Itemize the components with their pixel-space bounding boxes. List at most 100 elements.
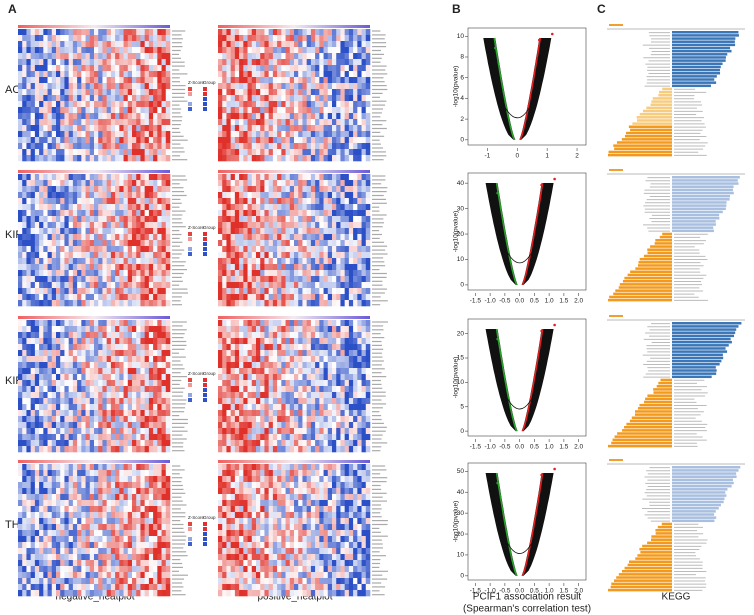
heat-cell [289, 276, 295, 283]
heat-cell [123, 294, 129, 301]
heat-cell [298, 143, 303, 150]
heat-cell [144, 216, 150, 223]
heat-cell [127, 41, 133, 48]
heat-cell [294, 344, 299, 351]
heat-cell [144, 392, 150, 399]
heat-cell [26, 264, 31, 271]
heat-cell [294, 174, 299, 181]
heat-cell [144, 258, 150, 265]
heat-cell [256, 320, 261, 327]
heat-cell [56, 270, 61, 277]
heat-cell [251, 416, 257, 423]
heat-cell [51, 125, 57, 132]
heat-cell [110, 65, 116, 72]
heat-cell [165, 198, 171, 205]
heat-cell [222, 320, 227, 327]
heat-cell [119, 428, 124, 435]
heat-cell [47, 440, 53, 447]
heat-cell [323, 47, 329, 54]
heat-cell [102, 174, 107, 181]
heat-cell [218, 113, 223, 120]
heat-cell [365, 180, 371, 187]
heat-cell [68, 356, 74, 363]
heat-cell [89, 428, 95, 435]
heat-cell [30, 216, 36, 223]
heat-cell [234, 83, 240, 90]
heat-cell [289, 446, 295, 453]
heat-cell [281, 258, 286, 265]
heat-cell [43, 350, 48, 357]
heat-cell [39, 71, 44, 78]
heat-cell [144, 428, 150, 435]
heat-cell [30, 155, 36, 162]
heat-cell [64, 368, 69, 375]
heat-cell [230, 368, 236, 375]
heat-cell [243, 89, 248, 96]
heat-cell [165, 83, 171, 90]
heat-cell [336, 71, 341, 78]
heat-cell [102, 320, 107, 327]
heat-cell [344, 29, 350, 36]
heat-cell [98, 113, 103, 120]
highlight-point [496, 191, 499, 195]
heat-cell [132, 198, 137, 205]
heat-cell [72, 326, 78, 333]
heat-cell [361, 125, 367, 132]
heat-cell [30, 137, 36, 144]
heat-cell [123, 300, 129, 307]
heat-cell [102, 246, 107, 253]
heat-cell [302, 338, 307, 345]
heat-cell [144, 192, 150, 199]
heat-cell [81, 180, 86, 187]
heat-cell [144, 137, 150, 144]
heat-cell [315, 101, 320, 108]
heat-cell [34, 320, 40, 327]
heat-cell [230, 446, 236, 453]
heat-cell [327, 131, 333, 138]
heat-cell [336, 137, 341, 144]
heat-cell [289, 29, 295, 36]
heat-cell [123, 338, 129, 345]
heat-cell [234, 192, 240, 199]
heat-cell [161, 332, 167, 339]
heat-cell [115, 47, 120, 54]
heat-cell [22, 410, 27, 417]
heat-cell [323, 131, 329, 138]
heat-cell [43, 95, 48, 102]
heat-cell [85, 65, 91, 72]
heat-cell [327, 300, 333, 307]
heat-cell [306, 422, 312, 429]
heat-cell [81, 204, 86, 211]
heat-cell [119, 282, 124, 289]
heat-cell [148, 386, 154, 393]
heat-cell [165, 180, 171, 187]
heat-cell [357, 65, 362, 72]
heat-cell [222, 404, 227, 411]
heat-cell [161, 320, 167, 327]
heat-cell [239, 240, 244, 247]
highlight-point [550, 32, 554, 36]
heat-cell [153, 155, 158, 162]
heat-cell [60, 398, 65, 405]
heat-cell [106, 446, 112, 453]
heat-cell [43, 258, 48, 265]
heat-cell [264, 356, 269, 363]
heat-cell [153, 119, 158, 126]
heat-cell [98, 89, 103, 96]
heat-cell [30, 440, 36, 447]
heat-cell [234, 416, 240, 423]
heat-cell [268, 356, 274, 363]
heat-cell [260, 356, 265, 363]
heat-cell [230, 386, 236, 393]
heat-cell [302, 428, 307, 435]
heat-cell [51, 192, 57, 199]
heat-cell [18, 83, 23, 90]
heat-cell [157, 392, 162, 399]
heat-cell [81, 416, 86, 423]
heat-cell [336, 210, 341, 217]
heat-cell [22, 404, 27, 411]
heat-cell [81, 386, 86, 393]
heat-cell [319, 89, 324, 96]
heat-cell [39, 89, 44, 96]
heat-cell [56, 264, 61, 271]
